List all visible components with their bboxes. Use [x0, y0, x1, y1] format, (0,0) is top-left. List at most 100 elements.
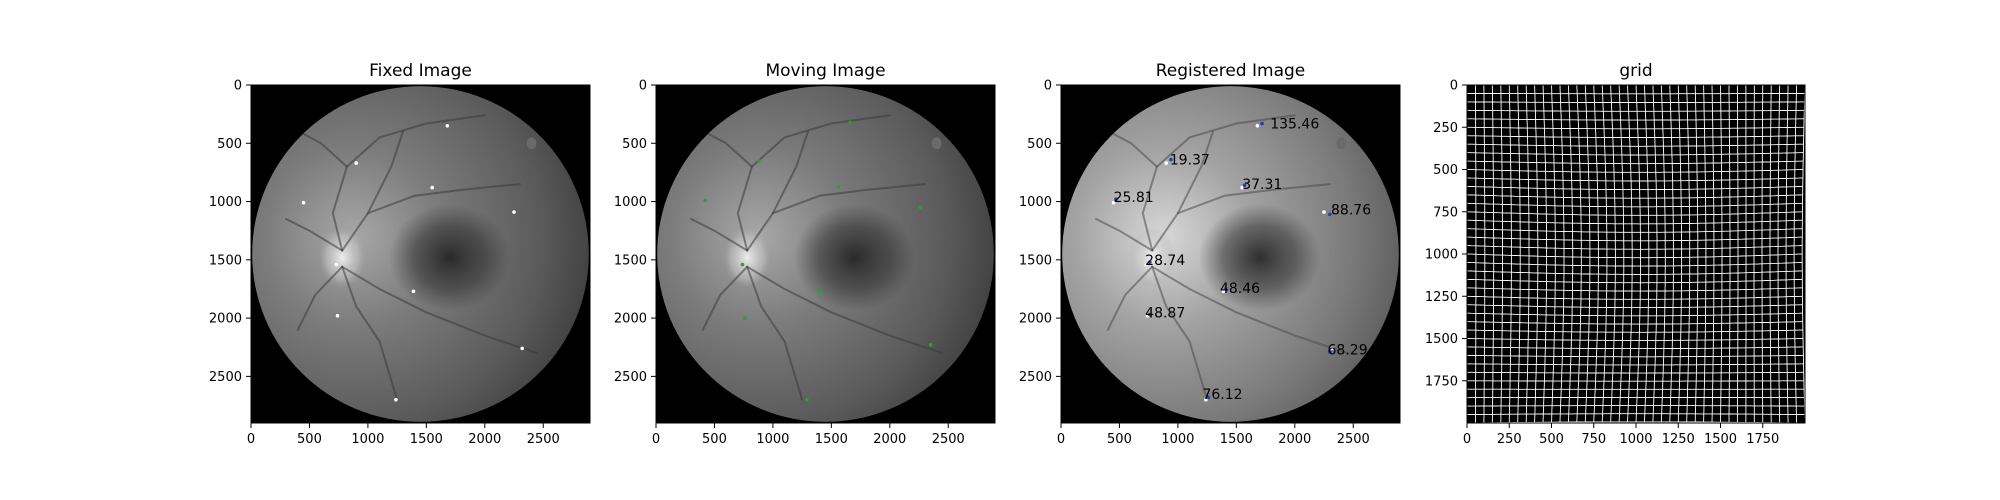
vessel: [1112, 133, 1158, 168]
grid-line-horizontal: [1467, 405, 1805, 407]
y-tick-label: 1000: [614, 195, 647, 210]
keypoint-marker: [1330, 346, 1334, 351]
y-tick-label: 1250: [1425, 290, 1458, 305]
distance-label: 68.29: [1328, 343, 1368, 359]
optic-disc: [723, 227, 771, 288]
grid-line-horizontal: [1467, 169, 1804, 173]
vessel: [1095, 218, 1154, 252]
distance-label: 25.81: [1114, 190, 1154, 206]
x-tick-label: 1500: [815, 432, 848, 447]
vessel: [302, 133, 348, 168]
grid-line-horizontal: [1467, 354, 1804, 358]
x-tick-label: 2500: [932, 432, 965, 447]
keypoint-marker: [740, 262, 745, 267]
image-area: [656, 85, 995, 423]
keypoint-marker: [804, 397, 809, 402]
edge-spot: [1336, 137, 1347, 150]
distance-label: 76.12: [1202, 387, 1242, 403]
vessel: [341, 265, 399, 401]
panel-grid: grid 0 250 500 750 1000 1250 1500 1750 0 250 500 750…: [1425, 61, 1806, 447]
x-tick-label: 1250: [1662, 432, 1695, 447]
keypoint-marker: [1114, 197, 1118, 202]
x-tick-label: 1000: [351, 432, 384, 447]
y-tick-label: 2000: [209, 312, 242, 327]
keypoint-marker: [394, 397, 398, 402]
vessel: [296, 265, 344, 331]
y-tick-label: 2500: [1019, 370, 1052, 385]
x-tick-label: 750: [1581, 432, 1606, 447]
keypoint-marker: [836, 184, 841, 189]
y-tick-label: 0: [1044, 79, 1052, 94]
x-tick-label: 1000: [1161, 432, 1194, 447]
y-tick-label: 2500: [209, 370, 242, 385]
vessel: [1151, 265, 1209, 401]
grid-line-horizontal: [1467, 413, 1805, 416]
keypoint-marker: [411, 289, 416, 294]
distance-label: 88.76: [1331, 203, 1371, 219]
keypoint-marker: [1169, 157, 1173, 162]
keypoint-marker: [445, 123, 450, 128]
vessel: [341, 265, 539, 355]
keypoint-marker: [354, 161, 359, 165]
y-tick-label: 500: [1027, 137, 1052, 152]
distance-label: 28.74: [1145, 253, 1185, 269]
vessel: [746, 183, 926, 252]
keypoint-marker: [1111, 200, 1116, 205]
keypoint-marker: [928, 343, 933, 347]
grid-line-horizontal: [1467, 304, 1803, 309]
image-background: [1467, 85, 1805, 423]
y-tick-label: 1000: [209, 195, 242, 210]
x-tick-label: 2000: [873, 432, 906, 447]
grid-line-horizontal: [1467, 295, 1803, 300]
vessel: [690, 218, 749, 252]
y-tick-label: 0: [1450, 79, 1458, 94]
grid-line-horizontal: [1467, 321, 1803, 325]
axes-frame: [655, 84, 996, 424]
grid-line-horizontal: [1467, 135, 1804, 138]
x-tick-label: 2500: [527, 432, 560, 447]
keypoint-marker: [1148, 312, 1152, 317]
y-tick-label: 250: [1433, 121, 1458, 136]
image-area: [1061, 85, 1400, 423]
image-area: [251, 85, 590, 423]
vessel: [707, 133, 753, 168]
distance-label: 48.87: [1145, 305, 1185, 321]
grid-line-horizontal: [1467, 219, 1803, 225]
y-tick-label: 500: [217, 137, 242, 152]
grid-line-horizontal: [1467, 371, 1804, 374]
grid-line-horizontal: [1467, 363, 1804, 366]
keypoint-marker: [335, 313, 340, 318]
edge-spot: [526, 137, 537, 150]
vessel: [1151, 265, 1349, 355]
grid-line-horizontal: [1467, 338, 1804, 341]
grid-line-horizontal: [1467, 211, 1803, 216]
grid-line-horizontal: [1467, 118, 1805, 121]
macula-region: [1198, 203, 1321, 312]
keypoint-marker: [703, 198, 707, 203]
keypoint-marker: [1164, 161, 1169, 165]
vessel: [1151, 183, 1331, 252]
vessel: [341, 183, 521, 252]
keypoint-marker: [520, 346, 524, 351]
y-tick-label: 1000: [1425, 248, 1458, 263]
image-area: [1467, 85, 1805, 423]
x-tick-label: 1750: [1746, 432, 1779, 447]
y-tick-label: 2500: [614, 370, 647, 385]
y-tick-label: 1500: [209, 253, 242, 268]
keypoint-marker: [430, 185, 434, 190]
panel-registered-image: Registered Image 135.46 19.37 25.81 37.31 88.…: [1019, 61, 1401, 447]
distance-label: 37.31: [1242, 177, 1282, 193]
keypoint-marker: [1260, 121, 1264, 126]
x-tick-label: 1500: [1704, 432, 1737, 447]
vessel: [771, 130, 809, 215]
panel-title: Moving Image: [765, 61, 885, 81]
y-tick-label: 2000: [1019, 312, 1052, 327]
grid-line-horizontal: [1467, 126, 1804, 130]
y-tick-label: 2000: [614, 312, 647, 327]
x-tick-label: 1500: [1220, 432, 1253, 447]
y-tick-label: 1500: [1425, 332, 1458, 347]
grid-line-horizontal: [1467, 421, 1805, 423]
edge-spot: [931, 137, 942, 150]
keypoint-marker: [1242, 183, 1247, 188]
keypoint-marker: [1322, 210, 1326, 214]
